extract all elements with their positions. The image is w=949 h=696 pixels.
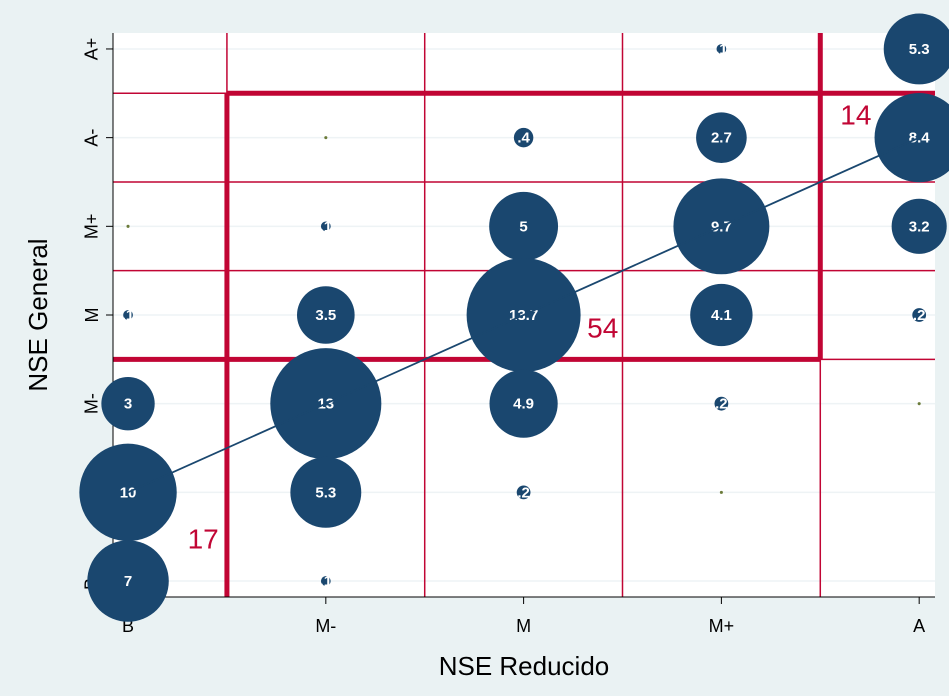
x-tick-label: M+ (709, 616, 735, 636)
data-label: 5 (519, 218, 527, 235)
data-label: .2 (913, 307, 926, 324)
bubble (126, 224, 130, 228)
data-label: 3 (124, 396, 132, 413)
bubble (874, 93, 949, 183)
bubble (891, 198, 947, 254)
data-label: .4 (517, 130, 530, 147)
bubble (297, 286, 355, 344)
bubble (690, 283, 753, 347)
data-label: .1 (320, 573, 333, 590)
data-label: .1 (715, 41, 728, 58)
bubble (320, 221, 331, 232)
y-tick-label: M- (82, 393, 102, 414)
data-label: 2.7 (711, 130, 732, 147)
data-label: 5.3 (909, 41, 930, 58)
bubble (290, 456, 362, 528)
data-label: 4.1 (711, 307, 732, 324)
x-tick-label: M (516, 616, 531, 636)
data-label: .1 (320, 218, 333, 235)
bubble (123, 310, 133, 320)
bubble (489, 191, 559, 261)
y-tick-label: M+ (82, 214, 102, 240)
bubble (101, 377, 155, 431)
bubble (714, 396, 729, 411)
x-axis-label: NSE Reducido (439, 651, 610, 681)
bubble (917, 402, 921, 406)
x-tick-label: M- (315, 616, 336, 636)
data-label: .1 (122, 307, 135, 324)
annotation: 54 (587, 312, 618, 343)
y-tick-label: M (82, 308, 102, 323)
data-label: 10 (120, 484, 137, 501)
data-label: 3.5 (315, 307, 336, 324)
bubble (320, 576, 331, 586)
bubble (324, 136, 328, 140)
bubble (716, 44, 727, 54)
y-axis-label: NSE General (23, 238, 53, 391)
y-tick-label: A- (82, 129, 102, 147)
annotation: 17 (188, 524, 219, 555)
data-label: 3.2 (909, 218, 930, 235)
fit-line (127, 136, 920, 494)
data-label: .2 (517, 484, 530, 501)
data-label: .2 (715, 396, 728, 413)
bubble (516, 485, 531, 500)
bubble (696, 112, 747, 163)
bubble (719, 490, 723, 494)
data-label: 7 (124, 573, 132, 590)
data-label: 5.3 (315, 484, 336, 501)
bubble (883, 13, 949, 85)
bubble (489, 369, 558, 438)
y-tick-label: A+ (82, 38, 102, 61)
annotation: 14 (840, 100, 871, 131)
data-label: 8.4 (909, 130, 931, 147)
bubble (513, 127, 534, 148)
bubble (87, 540, 169, 622)
bubble (912, 308, 927, 322)
x-tick-label: A (913, 616, 925, 636)
data-label: 4.9 (513, 396, 534, 413)
